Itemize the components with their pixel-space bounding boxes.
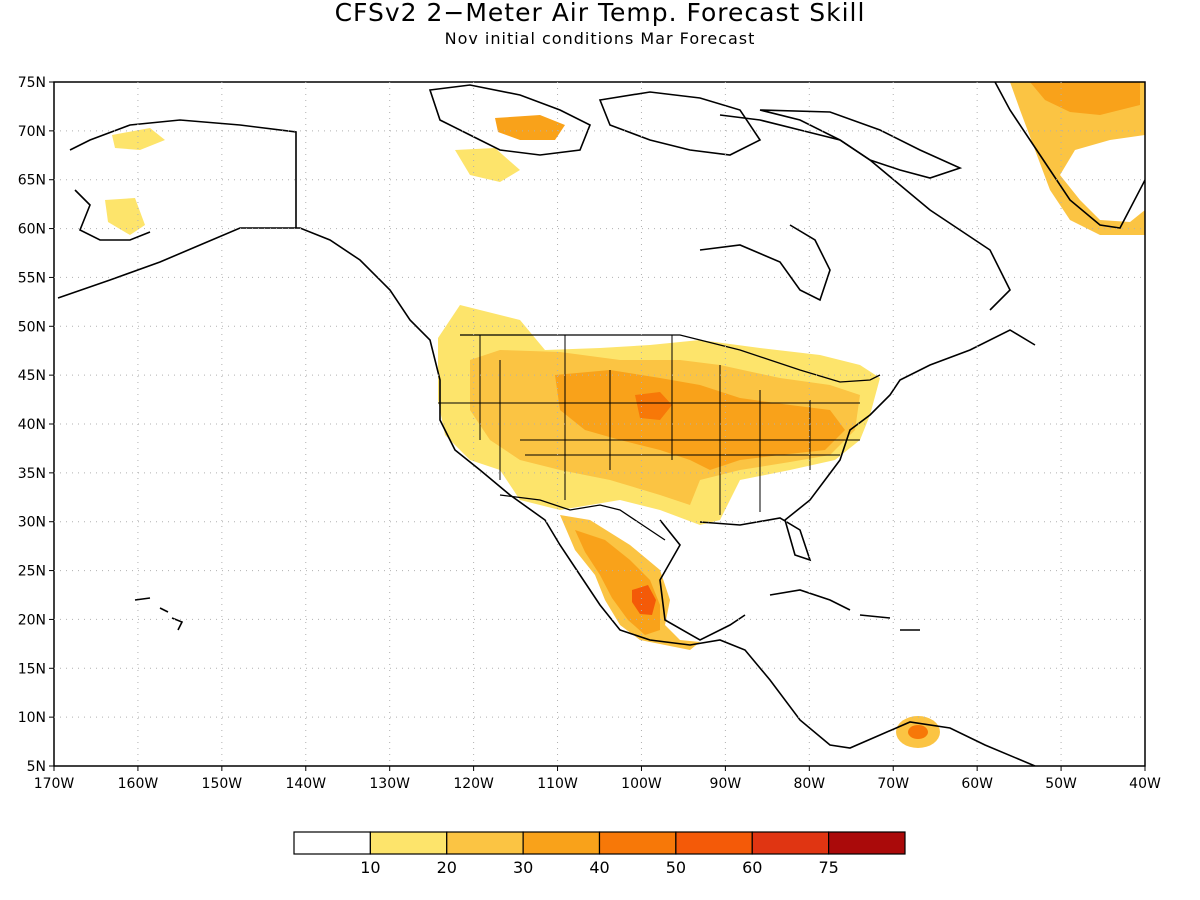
north-america-coastline xyxy=(57,114,1036,766)
colorbar-label: 40 xyxy=(589,858,609,877)
lon-tick-label: 160W xyxy=(118,776,159,792)
colorbar-label: 20 xyxy=(437,858,457,877)
lon-tick-label: 110W xyxy=(537,776,578,792)
skill-area-greenland-20 xyxy=(1010,82,1145,235)
lat-tick-label: 15N xyxy=(18,661,46,677)
skill-area-victoria-island xyxy=(455,148,520,182)
caribbean-islands xyxy=(769,589,920,631)
us-canada-border xyxy=(460,334,881,383)
skill-area-mexico-50 xyxy=(632,585,656,615)
lat-tick-label: 30N xyxy=(18,515,46,531)
lat-tick-label: 40N xyxy=(18,417,46,433)
alaska-coastline xyxy=(69,119,297,241)
skill-area-alaska-north xyxy=(112,128,165,150)
colorbar-swatch xyxy=(598,831,677,855)
chart-title: CFSv2 2−Meter Air Temp. Forecast Skill xyxy=(334,0,866,27)
arctic-archipelago xyxy=(428,84,963,179)
lat-tick-label: 75N xyxy=(18,75,46,91)
axis-ticks: 75N 70N 65N 60N 55N 50N 45N 40N 35N 30N 25N 20N 15N 1… xyxy=(18,75,1161,792)
lat-tick-label: 5N xyxy=(27,759,46,775)
lon-tick-label: 50W xyxy=(1045,776,1077,792)
lat-tick-label: 45N xyxy=(18,368,46,384)
lon-tick-label: 130W xyxy=(369,776,410,792)
greenland-coastline xyxy=(994,82,1145,229)
lat-tick-label: 35N xyxy=(18,466,46,482)
colorbar-label: 10 xyxy=(360,858,380,877)
skill-area-venezuela-40 xyxy=(908,725,928,739)
colorbar-swatch xyxy=(675,831,753,855)
colorbar-swatch xyxy=(828,831,906,855)
chart-subtitle: Nov initial conditions Mar Forecast xyxy=(444,29,756,48)
lon-tick-label: 170W xyxy=(34,776,75,792)
lat-tick-label: 20N xyxy=(18,612,46,628)
hawaii-islands xyxy=(134,597,184,631)
colorbar-swatch xyxy=(446,831,524,855)
colorbar-label: 50 xyxy=(666,858,686,877)
skill-area-alaska-west xyxy=(105,198,145,235)
skill-area-greenland-30 xyxy=(1030,82,1140,115)
lon-tick-label: 90W xyxy=(710,776,742,792)
colorbar-label: 60 xyxy=(742,858,762,877)
lat-tick-label: 70N xyxy=(18,124,46,140)
colorbar-swatch xyxy=(522,831,601,855)
lat-tick-label: 60N xyxy=(18,222,46,238)
coastlines xyxy=(57,82,1145,766)
lon-tick-label: 80W xyxy=(793,776,825,792)
lon-tick-label: 40W xyxy=(1129,776,1161,792)
lon-tick-label: 60W xyxy=(961,776,993,792)
lat-tick-label: 65N xyxy=(18,173,46,189)
colorbar-swatch xyxy=(369,831,448,855)
lat-tick-label: 25N xyxy=(18,564,46,580)
lon-tick-label: 100W xyxy=(621,776,662,792)
colorbar-swatch xyxy=(293,831,371,855)
us-state-lines xyxy=(438,335,860,515)
colorbar-label: 75 xyxy=(818,858,838,877)
skill-area-plains-40 xyxy=(635,392,672,420)
lat-tick-label: 10N xyxy=(18,710,46,726)
us-mexico-border xyxy=(499,494,666,541)
skill-area-central-us-30 xyxy=(555,370,845,470)
skill-area-arctic-islands xyxy=(495,115,565,140)
lat-tick-label: 50N xyxy=(18,319,46,335)
lon-tick-label: 120W xyxy=(453,776,494,792)
colorbar-label: 30 xyxy=(513,858,533,877)
colorbar-swatch xyxy=(751,831,830,855)
colorbar: 10 20 30 40 50 60 75 xyxy=(293,831,906,877)
grid-lines xyxy=(54,82,1145,766)
lon-tick-label: 150W xyxy=(202,776,243,792)
lon-tick-label: 140W xyxy=(285,776,326,792)
lat-tick-label: 55N xyxy=(18,270,46,286)
lon-tick-label: 70W xyxy=(877,776,909,792)
